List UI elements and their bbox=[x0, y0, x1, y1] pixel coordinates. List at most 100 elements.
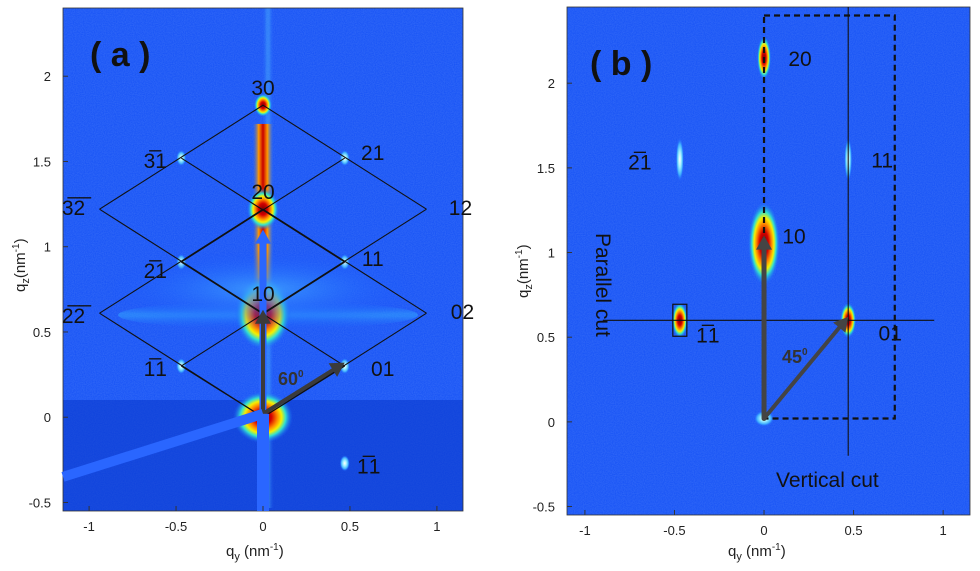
panel-b-xlabel: qy (nm-1) bbox=[728, 542, 786, 563]
panel-a-ylabel-close: ) bbox=[12, 238, 29, 243]
panel-a-xlabel-sub: y bbox=[234, 551, 240, 563]
panel-a-angle-value: 60 bbox=[278, 369, 298, 389]
peak-label: 01 bbox=[879, 322, 902, 345]
peak-box bbox=[672, 303, 688, 337]
peak-label: 10 bbox=[782, 226, 805, 249]
panel-b-angle-degree: 0 bbox=[802, 347, 808, 358]
panel-a-ytick-label: 0 bbox=[44, 410, 51, 425]
panel-b-angle-value: 45 bbox=[782, 347, 802, 367]
panel-b-xtick-label: -1 bbox=[579, 523, 591, 538]
panel-a-vectors bbox=[61, 229, 345, 511]
panel-b-cut-overlay bbox=[602, 7, 935, 456]
panel-b-angle-label: 450 bbox=[782, 347, 808, 367]
peak-label: 01 bbox=[371, 358, 394, 381]
panel-a-xtick-label: 0.5 bbox=[341, 519, 359, 534]
panel-a: -1 -0.5 0 0.5 1 -0.5 0 0.5 1 1.5 2 30 20 10 21 11 01 12 0… bbox=[11, 7, 474, 563]
panel-a-xtick-label: 0 bbox=[259, 519, 266, 534]
panel-a-letter: ( a ) bbox=[90, 36, 150, 74]
panel-b-ylabel-exp: -1 bbox=[514, 249, 525, 258]
panel-a-beam-shadow bbox=[61, 409, 265, 482]
lattice-line bbox=[99, 208, 264, 314]
panel-b-ylabel-unit: (nm bbox=[515, 258, 532, 284]
panel-a-ytick-label: 1.5 bbox=[33, 154, 51, 169]
panel-a-angle-label: 600 bbox=[278, 369, 304, 389]
peak-label: 1̅1 bbox=[144, 358, 167, 381]
peak-label: 20 bbox=[251, 181, 274, 204]
panel-b-frame bbox=[566, 6, 971, 516]
lattice-line bbox=[180, 157, 346, 263]
panel-a-peak-labels: 30 20 10 21 11 01 12 02 3̅1 2̅1 1̅1 3̅2̅ 2̅2̅ 1̅1 bbox=[62, 77, 474, 478]
panel-a-ylabel-unit: (nm bbox=[12, 252, 29, 278]
panel-b-xtick-label: 0 bbox=[760, 523, 767, 538]
panel-b-ylabel: qz(nm-1) bbox=[514, 244, 535, 298]
panel-b-xlabel-main: q bbox=[728, 543, 736, 560]
panel-a-angle-degree: 0 bbox=[298, 369, 304, 380]
panel-b: -1 -0.5 0 0.5 1-0.500.511.52 201011012̅11̅1 … bbox=[514, 6, 971, 563]
lattice-line bbox=[180, 365, 264, 418]
panel-a-ytick-label: 0.5 bbox=[33, 325, 51, 340]
panel-b-xtick-label: -0.5 bbox=[663, 523, 685, 538]
peak-label: 1̅1 bbox=[357, 455, 380, 478]
panel-a-ylabel: qz(nm-1) bbox=[11, 238, 32, 292]
panel-b-ytick-label: 1.5 bbox=[537, 161, 555, 176]
panel-b-xlabel-sub: y bbox=[736, 551, 742, 563]
panel-b-ytick-label: 0 bbox=[548, 415, 555, 430]
panel-a-xtick-label: -0.5 bbox=[165, 519, 187, 534]
panel-a-xlabel: qy (nm-1) bbox=[226, 542, 284, 563]
panel-a-short-vector-head bbox=[255, 309, 271, 324]
panel-a-ylabel-main: q bbox=[12, 284, 29, 292]
panel-b-vectors bbox=[756, 235, 849, 421]
panel-b-ytick-label: -0.5 bbox=[533, 500, 555, 515]
panel-b-image bbox=[567, 7, 970, 515]
peak-label: 3̅1 bbox=[144, 150, 167, 173]
panel-b-xlabel-exp: -1 bbox=[772, 542, 781, 553]
vertical-cut-label: Vertical cut bbox=[776, 469, 879, 492]
peak-label: 02 bbox=[451, 301, 474, 324]
panel-a-axis-ticks: -1 -0.5 0 0.5 1 -0.5 0 0.5 1 1.5 2 bbox=[29, 69, 441, 534]
panel-b-ytick-label: 0.5 bbox=[537, 330, 555, 345]
panel-b-xtick-label: 0.5 bbox=[845, 523, 863, 538]
panel-a-xtick-label: 1 bbox=[433, 519, 440, 534]
lattice-line bbox=[99, 104, 264, 210]
panel-a-xlabel-close: ) bbox=[279, 543, 284, 560]
panel-a-oblique-vector-head bbox=[328, 362, 345, 377]
peak-label: 1̅1 bbox=[696, 324, 719, 347]
lattice-line bbox=[262, 104, 427, 210]
panel-b-axis-ticks: -1 -0.5 0 0.5 1 -0.5 0 0.5 1 1.5 2 bbox=[533, 76, 947, 538]
panel-a-beam-stop bbox=[257, 413, 269, 511]
panel-a-oblique-vector-shaft bbox=[261, 368, 335, 416]
integration-box bbox=[762, 14, 896, 420]
panel-a-xtick-label: -1 bbox=[83, 519, 95, 534]
panel-a-ylabel-exp: -1 bbox=[11, 243, 22, 252]
lattice-line bbox=[262, 365, 346, 418]
panel-a-vertical-vector-head bbox=[255, 229, 271, 244]
peak-label: 10 bbox=[251, 283, 274, 306]
panel-b-xlabel-unit: (nm bbox=[742, 543, 772, 560]
panel-a-ytick-label: 1 bbox=[44, 240, 51, 255]
peak-label: 3̅2̅ bbox=[62, 197, 92, 220]
panel-b-ylabel-main: q bbox=[515, 290, 532, 298]
peak-label: 2̅1 bbox=[144, 260, 167, 283]
peak-label: 21 bbox=[361, 142, 384, 165]
panel-a-ytick-label: 2 bbox=[44, 69, 51, 84]
peak-label: 11 bbox=[871, 149, 893, 172]
peak-label: 12 bbox=[449, 197, 472, 220]
peak-label: 30 bbox=[251, 77, 274, 100]
panel-b-peak-labels: 20 10 11 01 2̅1 1̅1 bbox=[628, 48, 902, 347]
panel-b-xlabel-close: ) bbox=[781, 543, 786, 560]
panel-b-xtick-label: 1 bbox=[940, 523, 947, 538]
panel-b-letter: ( b ) bbox=[590, 45, 652, 83]
peak-label: 2̅2̅ bbox=[62, 305, 92, 328]
parallel-cut-label: Parallel cut bbox=[591, 233, 614, 337]
diffraction-spot bbox=[339, 455, 350, 472]
panel-a-ylabel-sub: z bbox=[20, 278, 32, 284]
diffraction-spot bbox=[675, 137, 684, 182]
peak-label: 2̅1 bbox=[628, 151, 651, 174]
panel-a-xlabel-main: q bbox=[226, 543, 234, 560]
panel-a-xlabel-unit: (nm bbox=[240, 543, 270, 560]
panel-b-oblique-vector-shaft bbox=[762, 325, 842, 421]
panel-b-oblique-vector-head bbox=[833, 316, 849, 333]
peak-label: 11 bbox=[362, 248, 384, 271]
panel-b-ylabel-close: ) bbox=[515, 244, 532, 249]
